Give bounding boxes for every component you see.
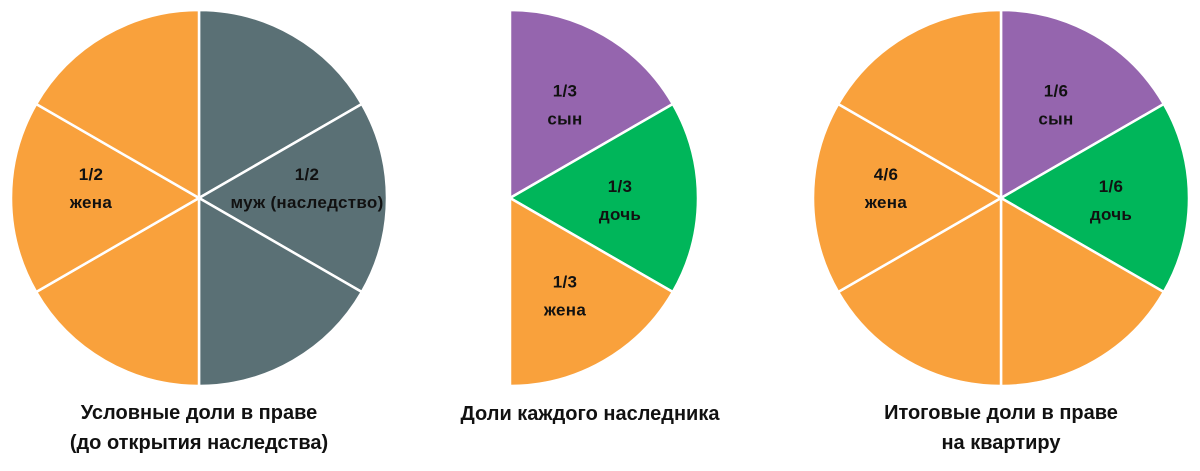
slice-segment (811, 102, 1003, 294)
slice-segment (999, 8, 1166, 200)
slice-name-label: жена (543, 300, 586, 319)
slice-fraction-label: 1/2 (79, 165, 104, 184)
slice-wife (811, 8, 1166, 388)
slice-fraction-label: 1/6 (1044, 82, 1069, 101)
chart-caption-line: (до открытия наследства) (70, 432, 328, 454)
slice-fraction-label: 1/3 (553, 272, 578, 291)
chart-caption-line: Итоговые доли в праве (884, 402, 1118, 424)
slice-fraction-label: 4/6 (874, 165, 899, 184)
slice-segment (999, 196, 1166, 388)
slice-husband (197, 8, 389, 388)
slice-name-label: сын (1038, 110, 1073, 129)
chart-caption-line: Условные доли в праве (81, 402, 318, 424)
slice-fraction-label: 1/3 (553, 82, 578, 101)
slice-segment (34, 8, 201, 200)
slice-name-label: дочь (1090, 205, 1132, 224)
chart-caption-line: на квартиру (941, 432, 1061, 454)
slice-wife (9, 8, 201, 388)
pie-chart-conditional-shares: 1/2 муж (наследство) 1/2 жена Условные доли … (9, 8, 389, 454)
slice-name-label: жена (69, 193, 112, 212)
slice-fraction-label: 1/3 (608, 177, 633, 196)
pie-chart-final-shares: 1/6 сын 1/6 дочь 4/6 жена Итоговые доли в прав… (811, 8, 1191, 454)
slice-segment (197, 8, 364, 200)
pie-chart-heir-shares: 1/3 сын 1/3 дочь 1/3 жена Доли каждого наследн… (461, 8, 721, 425)
slice-segment (508, 8, 675, 200)
slice-name-label: жена (864, 193, 907, 212)
slice-segment (34, 196, 201, 388)
slice-name-label: муж (наследство) (230, 193, 383, 212)
slice-fraction-label: 1/6 (1099, 177, 1124, 196)
slice-segment (197, 196, 364, 388)
slice-son (999, 8, 1166, 200)
slice-segment (999, 102, 1191, 294)
slice-segment (197, 102, 389, 294)
slice-wife (508, 196, 675, 388)
slice-segment (508, 102, 700, 294)
slice-segment (836, 8, 1003, 200)
slice-name-label: сын (547, 110, 582, 129)
chart-caption-line: Доли каждого наследника (461, 403, 721, 425)
slice-segment (836, 196, 1003, 388)
slice-daughter (508, 102, 700, 294)
slice-segment (508, 196, 675, 388)
slice-fraction-label: 1/2 (295, 165, 320, 184)
slice-daughter (999, 102, 1191, 294)
slice-son (508, 8, 675, 200)
slice-segment (9, 102, 201, 294)
slice-name-label: дочь (599, 205, 641, 224)
